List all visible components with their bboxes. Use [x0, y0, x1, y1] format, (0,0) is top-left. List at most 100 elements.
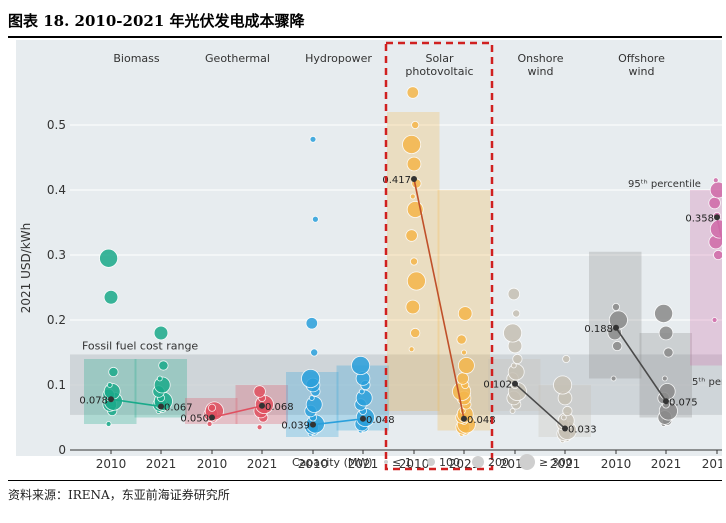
y-tick-label: 0.3 [47, 248, 66, 262]
project-point [351, 355, 371, 375]
average-label-2021: 0.075 [669, 397, 698, 408]
project-point [406, 156, 422, 172]
project-point [256, 424, 263, 431]
y-tick-label: 0.5 [47, 118, 66, 132]
project-point [457, 357, 475, 374]
project-point [409, 193, 416, 200]
project-point [654, 303, 674, 323]
project-point [661, 375, 668, 382]
average-marker-2010 [512, 380, 518, 387]
average-label-2010: 0.417 [382, 175, 411, 186]
percentile-95-label: 95ᵗʰ percentile [628, 179, 701, 190]
title-rule [8, 36, 722, 38]
x-tick-label: 2021 [348, 457, 379, 471]
project-point [562, 354, 571, 363]
project-point [612, 302, 621, 311]
project-point [406, 271, 426, 291]
x-tick-label: 2010 [197, 457, 228, 471]
project-point [512, 309, 521, 318]
y-tick-label: 0.2 [47, 313, 66, 327]
average-label-2021: 0.048 [366, 415, 395, 426]
project-point [158, 360, 169, 371]
project-point [708, 196, 721, 210]
average-marker-2010 [108, 396, 114, 403]
legend-size-label: 200 [488, 456, 509, 469]
average-marker-2021 [562, 425, 568, 432]
average-label-2021: 0.068 [265, 402, 294, 413]
project-point [457, 306, 473, 321]
weighted-average-line [110, 398, 162, 408]
average-label-2021: 0.048 [467, 415, 496, 426]
technology-header: Solar [425, 52, 454, 65]
source-note: 资料来源：IRENA，东亚前海证券研究所 [8, 488, 230, 502]
average-label-2021: 0.067 [164, 402, 193, 413]
project-point [456, 372, 470, 385]
legend-size-label: 100 [439, 456, 460, 469]
technology-header: Biomass [113, 52, 160, 65]
project-point [207, 403, 216, 412]
project-point [153, 325, 169, 341]
project-point [709, 181, 722, 199]
solar-highlight-box [384, 41, 494, 471]
legend-size-marker [384, 460, 388, 464]
x-tick-label: 2021 [651, 457, 682, 471]
average-marker-2010 [714, 214, 720, 221]
project-point [206, 421, 213, 427]
weighted-average-line [312, 418, 364, 426]
average-marker-2010 [209, 414, 215, 421]
x-tick-label: 2021 [247, 457, 278, 471]
weighted-average-line [615, 327, 667, 402]
project-point [612, 340, 623, 352]
average-label-2010: 0.188 [584, 324, 613, 335]
average-label-2021: 0.033 [568, 425, 597, 436]
project-point [507, 287, 521, 301]
project-point [301, 368, 321, 388]
project-point [411, 121, 420, 130]
project-point [309, 135, 317, 143]
fossil-fuel-label: Fossil fuel cost range [82, 339, 198, 352]
technology-header: photovoltaic [405, 65, 473, 78]
x-tick-label: 2021 [550, 457, 581, 471]
fossil-fuel-band [70, 354, 722, 415]
project-point [108, 366, 119, 378]
average-marker-2021 [360, 415, 366, 422]
project-point [408, 346, 415, 353]
x-tick-label: 2010 [96, 457, 127, 471]
technology-header: wind [527, 65, 553, 78]
y-tick-label: 0.4 [47, 183, 66, 197]
project-point [553, 375, 573, 395]
project-point [310, 348, 319, 357]
x-tick-label: 2021 [449, 457, 480, 471]
technology-header: Hydropower [305, 52, 372, 65]
project-point [311, 215, 319, 223]
average-marker-2010 [613, 324, 619, 331]
x-tick-label: 2021 [146, 457, 177, 471]
technology-header: Offshore [618, 52, 665, 65]
project-point [456, 334, 467, 345]
project-point [503, 323, 523, 343]
y-tick-label: 0.1 [47, 378, 66, 392]
project-point [663, 347, 674, 358]
x-tick-label: 2010 [298, 457, 329, 471]
project-point [409, 257, 418, 266]
average-label-2010: 0.358 [685, 213, 714, 224]
project-point [405, 299, 421, 315]
average-label-2010: 0.102 [483, 380, 512, 391]
project-point [512, 353, 523, 365]
project-point [156, 375, 163, 382]
project-point [105, 421, 112, 427]
technology-header: Geothermal [205, 52, 270, 65]
project-point [99, 248, 119, 268]
average-label-2010: 0.078 [79, 395, 108, 406]
legend-size-marker [519, 454, 535, 470]
project-point [106, 382, 113, 388]
project-point [610, 375, 617, 382]
percentile-5-label: 5ᵗʰ perce [692, 377, 722, 388]
project-point [510, 362, 517, 369]
x-tick-label: 2010 [601, 457, 632, 471]
average-label-2010: 0.050 [180, 414, 209, 425]
average-marker-2021 [663, 398, 669, 405]
legend-title: Capacity (MW) [292, 456, 373, 469]
weighted-average-line [514, 383, 566, 430]
project-point [410, 327, 421, 339]
